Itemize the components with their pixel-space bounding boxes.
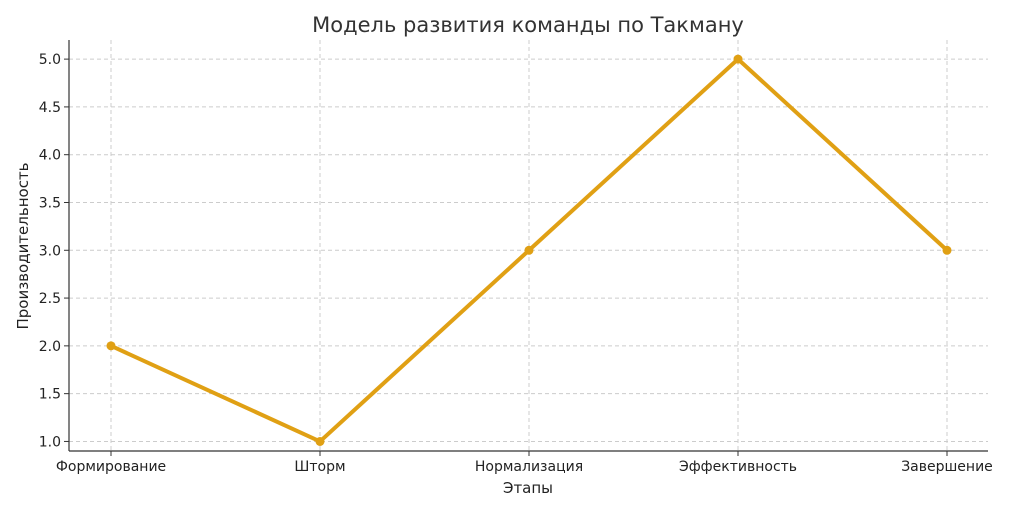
y-tick-label: 2.5 — [39, 291, 61, 307]
y-tick-label: 1.5 — [39, 387, 61, 403]
x-ticks: Формирование Шторм Нормализация Эффективнос… — [56, 451, 993, 475]
y-tick-label: 4.5 — [39, 100, 61, 116]
y-axis-label: Производительность — [14, 162, 32, 329]
x-tick-label: Нормализация — [475, 459, 583, 475]
y-tick-label: 2.0 — [39, 339, 61, 355]
x-tick-label: Формирование — [56, 459, 166, 475]
series — [106, 54, 952, 446]
x-tick-label: Шторм — [294, 459, 345, 475]
data-point — [942, 245, 952, 255]
data-point — [524, 245, 534, 255]
x-axis-label: Этапы — [503, 479, 553, 497]
grid — [69, 40, 988, 451]
chart-title: Модель развития команды по Такману — [312, 13, 744, 37]
data-point — [733, 54, 743, 64]
y-tick-label: 3.5 — [39, 195, 61, 211]
data-point — [106, 341, 116, 351]
y-ticks: 1.0 1.5 2.0 2.5 3.0 3.5 4.0 4.5 5.0 — [39, 52, 69, 450]
data-point — [315, 436, 325, 446]
y-tick-label: 5.0 — [39, 52, 61, 68]
y-tick-label: 4.0 — [39, 148, 61, 164]
y-tick-label: 1.0 — [39, 434, 61, 450]
y-tick-label: 3.0 — [39, 243, 61, 259]
x-tick-label: Эффективность — [679, 459, 797, 475]
x-tick-label: Завершение — [901, 459, 993, 475]
